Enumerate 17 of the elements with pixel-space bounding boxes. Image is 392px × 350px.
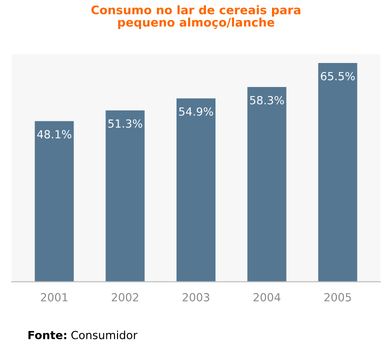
x-tick-label: 2004 [254,293,280,302]
chart-title: Consumo no lar de cereais para pequeno almoço/lanche [91,5,300,29]
bar [34,121,74,282]
data-label: 65.5% [320,72,355,80]
data-label: 51.3% [108,119,142,128]
bar [318,63,358,282]
x-tick-label: 2001 [40,293,68,302]
bar [176,98,216,282]
source-note: Fonte: Consumidor [28,330,138,340]
data-label: 54.9% [179,107,214,116]
x-tick-label: 2002 [112,293,138,302]
bar [247,87,286,282]
data-label: 48.1% [37,130,72,138]
data-label: 58.3% [250,96,284,104]
bar [106,110,145,282]
x-tick-label: 2003 [182,293,210,302]
x-tick-label: 2005 [324,293,351,302]
